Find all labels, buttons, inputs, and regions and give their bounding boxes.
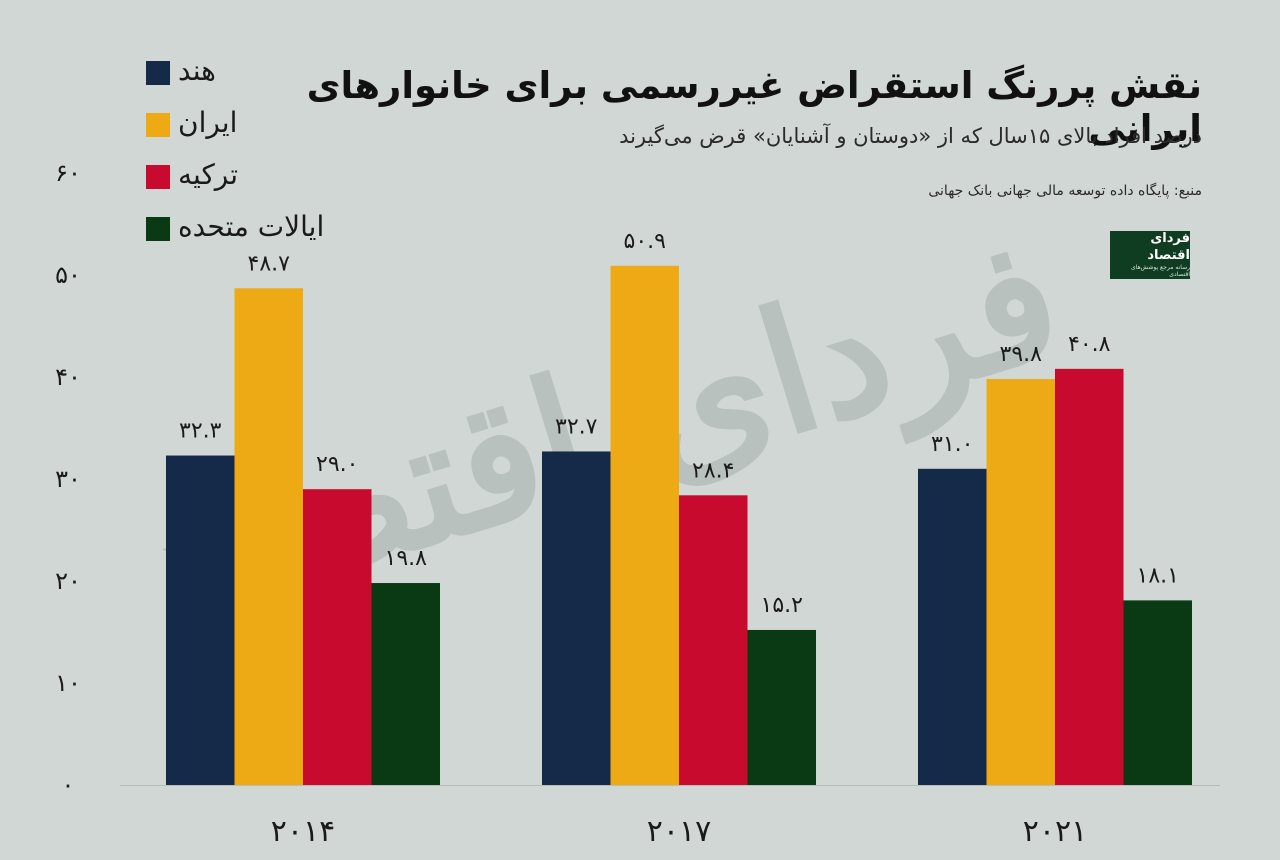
bar bbox=[610, 265, 679, 785]
y-tick-label: ۴۰ bbox=[55, 363, 81, 391]
data-label: ۲۸.۴ bbox=[692, 458, 734, 483]
bar bbox=[1055, 368, 1124, 785]
x-tick-label: ۲۰۲۱ bbox=[1023, 814, 1087, 849]
bar bbox=[679, 495, 748, 785]
bar bbox=[747, 629, 816, 785]
legend-swatch bbox=[146, 61, 170, 85]
data-label: ۱۵.۲ bbox=[761, 593, 803, 618]
bar bbox=[303, 489, 372, 785]
legend-item-iran: ایران bbox=[146, 106, 406, 140]
data-label: ۴۰.۸ bbox=[1068, 332, 1111, 357]
data-label: ۳۱.۰ bbox=[931, 432, 973, 457]
legend-label: ایالات متحده bbox=[178, 210, 325, 243]
legend-swatch bbox=[146, 217, 170, 241]
bar bbox=[371, 583, 440, 785]
y-tick-label: ۳۰ bbox=[55, 465, 81, 493]
source-note: منبع: پایگاه داده توسعه مالی جهانی بانک … bbox=[928, 183, 1202, 199]
chart-title: نقش پررنگ استقراض غیررسمی برای خانوارهای… bbox=[306, 64, 1202, 150]
bar bbox=[234, 288, 303, 785]
data-label: ۱۹.۸ bbox=[385, 546, 428, 571]
brand-logo-tagline: رسانه مرجع پوشش‌های اقتصادی bbox=[1130, 263, 1190, 279]
x-tick-label: ۲۰۱۷ bbox=[647, 814, 711, 849]
legend-label: ایران bbox=[178, 106, 238, 139]
brand-logo: فردای اقتصاد رسانه مرجع پوشش‌های اقتصادی bbox=[1110, 231, 1190, 279]
data-label: ۲۹.۰ bbox=[316, 452, 358, 477]
data-label: ۱۸.۱ bbox=[1137, 563, 1179, 588]
bar bbox=[1123, 600, 1192, 785]
legend-item-turkey: ترکیه bbox=[146, 158, 406, 192]
y-tick-label: ۶۰ bbox=[55, 159, 81, 187]
data-label: ۳۲.۷ bbox=[555, 414, 598, 439]
bar bbox=[542, 451, 611, 785]
legend-swatch bbox=[146, 113, 170, 137]
data-label: ۵۰.۹ bbox=[624, 229, 666, 254]
brand-logo-text: فردای اقتصاد bbox=[1147, 231, 1190, 263]
chart-subtitle: درصد افراد بالای ۱۵سال که از «دوستان و آ… bbox=[619, 124, 1202, 148]
legend-label: ترکیه bbox=[178, 158, 239, 191]
legend-label: هند bbox=[178, 54, 216, 87]
y-tick-label: ۲۰ bbox=[55, 567, 81, 595]
legend-swatch bbox=[146, 165, 170, 189]
bar bbox=[918, 468, 987, 785]
x-tick-label: ۲۰۱۴ bbox=[271, 814, 335, 849]
legend-item-india: هند bbox=[146, 54, 406, 88]
data-label: ۳۲.۳ bbox=[179, 419, 222, 444]
y-tick-label: ۵۰ bbox=[55, 261, 81, 289]
bar bbox=[166, 455, 235, 785]
y-tick-label: ۰ bbox=[62, 771, 75, 799]
legend-item-usa: ایالات متحده bbox=[146, 210, 406, 244]
data-label: ۳۹.۸ bbox=[1000, 342, 1043, 367]
bar bbox=[986, 379, 1055, 785]
data-label: ۴۸.۷ bbox=[248, 251, 291, 276]
y-tick-label: ۱۰ bbox=[55, 669, 81, 697]
